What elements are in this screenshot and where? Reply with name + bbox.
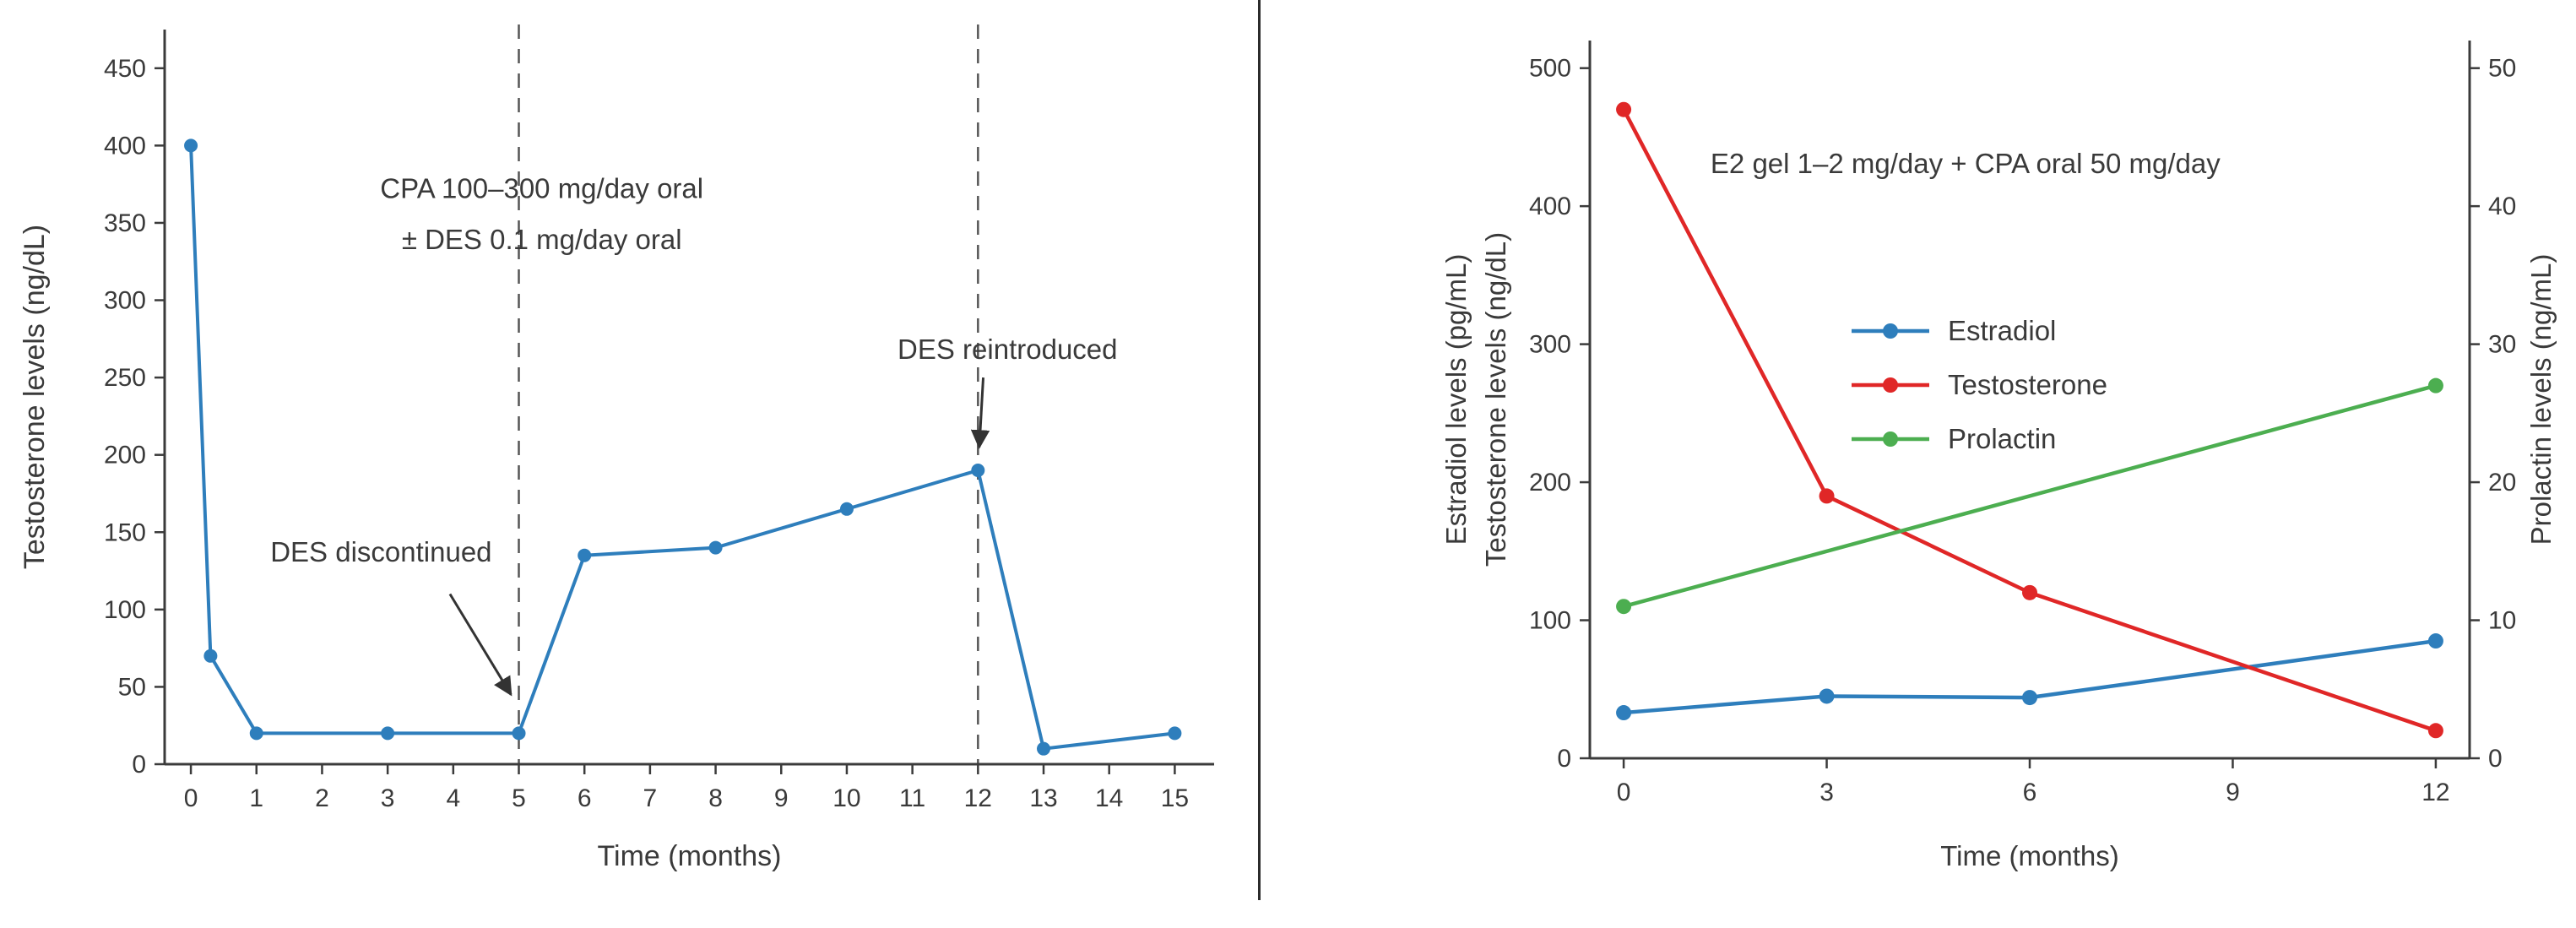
y-tick-label: 0: [132, 751, 146, 779]
panel-divider: [1258, 0, 1261, 900]
x-tick-label: 11: [899, 784, 925, 812]
y-axis-title: Testosterone levels (ng/dL): [1480, 232, 1511, 567]
annotation-arrow: [448, 593, 512, 697]
y-axis-title: Testosterone levels (ng/dL): [19, 225, 51, 569]
data-point-testosterone: [249, 726, 263, 741]
y-axis-title: Estradiol levels (pg/mL): [1440, 254, 1472, 545]
annotation-text: DES discontinued: [270, 536, 491, 567]
legend-label: Testosterone: [1948, 369, 2107, 400]
x-tick-label: 6: [2023, 779, 2037, 806]
data-point-testosterone: [1616, 101, 1632, 117]
x-axis-title: Time (months): [598, 840, 782, 872]
y2-axis-title: Prolactin levels (ng/mL): [2525, 254, 2557, 545]
x-tick-label: 9: [774, 784, 789, 812]
annotation-arrow: [970, 377, 990, 449]
y-tick-label: 100: [1529, 607, 1571, 635]
testosterone-time-chart: 0 1 2 3 4 5 6 7 8 9 10 11 12 13 14 15050100150200250300…: [19, 24, 1214, 872]
y-tick-label: 0: [1557, 745, 1571, 773]
x-tick-label: 1: [249, 784, 263, 812]
y2-tick-label: 20: [2488, 469, 2516, 497]
data-point-testosterone: [708, 540, 723, 555]
y-tick-label: 50: [118, 673, 146, 701]
data-point-estradiol: [1819, 688, 1835, 704]
x-tick-label: 13: [1029, 784, 1057, 812]
y-tick-label: 400: [104, 132, 146, 160]
right-chart-panel: 0 3 6 9 12 0 100 200 300 400 500 0 10 20 30 40 50 Time (m…: [1261, 0, 2576, 928]
left-chart-panel: 0 1 2 3 4 5 6 7 8 9 10 11 12 13 14 15 0 50 100 150 200 250 300…: [0, 0, 1258, 928]
y-tick-label: 450: [104, 55, 146, 83]
series-line-testosterone: [189, 144, 1177, 751]
x-tick-label: 0: [1617, 779, 1631, 806]
x-tick-label: 2: [315, 784, 329, 812]
data-point-testosterone: [1037, 741, 1051, 756]
x-tick-label: 12: [2421, 779, 2449, 806]
y-tick-label: 150: [104, 518, 146, 546]
y-tick-label: 300: [1529, 331, 1571, 359]
x-tick-label: 5: [512, 784, 526, 812]
annotation-text: CPA 100–300 mg/day oral: [380, 173, 703, 204]
annotation-text: E2 gel 1–2 mg/day + CPA oral 50 mg/day: [1711, 148, 2221, 179]
y-tick-label: 400: [1529, 193, 1571, 220]
x-tick-label: 4: [446, 784, 460, 812]
x-tick-label: 15: [1161, 784, 1189, 812]
y-tick-label: 350: [104, 209, 146, 237]
legend-label: Prolactin: [1948, 423, 2056, 454]
data-point-testosterone: [184, 138, 198, 153]
x-tick-label: 14: [1095, 784, 1123, 812]
annotation-text: ± DES 0.1 mg/day oral: [402, 224, 682, 255]
legend-marker-testosterone: [1883, 377, 1898, 393]
data-point-estradiol: [2427, 633, 2443, 649]
data-point-testosterone: [203, 649, 218, 663]
y-tick-label: 500: [1529, 55, 1571, 83]
data-point-testosterone: [971, 464, 985, 477]
data-point-testosterone: [512, 726, 526, 741]
x-tick-label: 12: [964, 784, 992, 812]
legend-marker-prolactin: [1883, 431, 1898, 447]
y-tick-label: 100: [104, 596, 146, 624]
data-point-testosterone: [578, 548, 592, 562]
series-line-estradiol: [1621, 638, 2438, 715]
x-tick-label: 9: [2226, 779, 2240, 806]
x-tick-label: 3: [381, 784, 395, 812]
x-tick-label: 7: [643, 784, 658, 812]
data-point-prolactin: [1616, 599, 1632, 615]
y-tick-label: 200: [1529, 469, 1571, 497]
series-line-testosterone: [1621, 107, 2438, 733]
x-tick-label: 10: [832, 784, 860, 812]
y2-tick-label: 50: [2488, 55, 2516, 83]
y-tick-label: 300: [104, 287, 146, 315]
y2-tick-label: 10: [2488, 607, 2516, 635]
data-point-prolactin: [2427, 377, 2443, 393]
data-point-testosterone: [839, 502, 854, 516]
y-tick-label: 250: [104, 364, 146, 392]
y-tick-label: 200: [104, 442, 146, 469]
x-tick-label: 3: [1819, 779, 1834, 806]
data-point-estradiol: [1616, 705, 1632, 721]
x-tick-label: 8: [708, 784, 723, 812]
legend-label: Estradiol: [1948, 315, 2056, 346]
series-line-prolactin: [1621, 383, 2438, 609]
data-point-testosterone: [381, 726, 395, 741]
hormone-levels-chart: 0 3 6 9 12 0 100 200 300 400 500 0 10 20 30 40 50 Time (m…: [1440, 41, 2557, 871]
legend-marker-estradiol: [1883, 323, 1898, 339]
annotation-text: DES reintroduced: [898, 334, 1117, 365]
x-axis-title: Time (months): [1940, 840, 2118, 871]
data-point-testosterone: [2022, 584, 2037, 600]
x-tick-label: 0: [184, 784, 198, 812]
x-tick-label: 6: [578, 784, 592, 812]
data-point-estradiol: [2022, 690, 2037, 706]
data-point-testosterone: [1168, 726, 1182, 741]
data-point-testosterone: [2427, 723, 2443, 739]
y2-tick-label: 30: [2488, 331, 2516, 359]
data-point-testosterone: [1819, 488, 1835, 504]
y2-tick-label: 40: [2488, 193, 2516, 220]
y2-tick-label: 0: [2488, 745, 2503, 773]
